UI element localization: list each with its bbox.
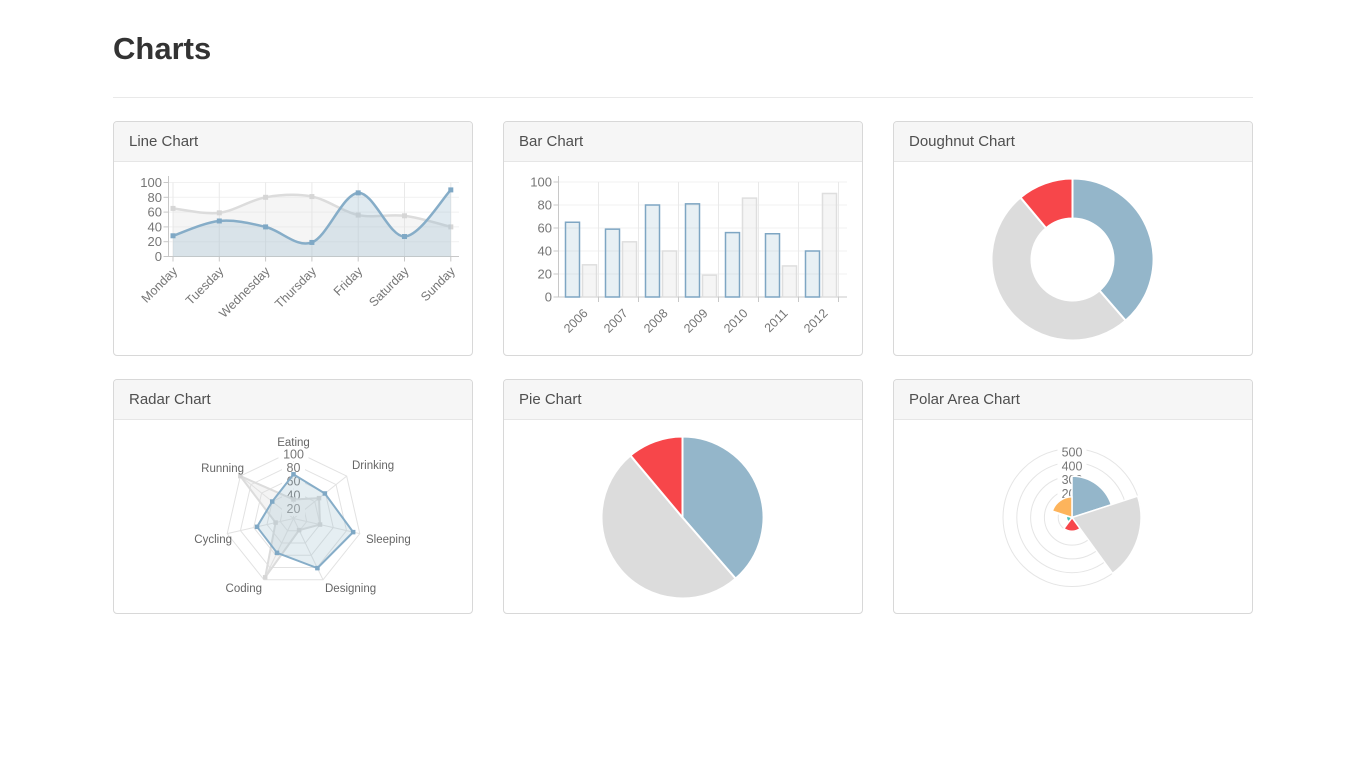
svg-text:Wednesday: Wednesday — [216, 264, 273, 321]
polar-area-chart-canvas: 100200300400500 — [1002, 446, 1142, 587]
svg-text:80: 80 — [148, 190, 162, 205]
svg-text:20: 20 — [148, 234, 162, 249]
panel-body-doughnut — [894, 162, 1252, 355]
panel-doughnut-chart: Doughnut Chart — [893, 121, 1253, 356]
panel-pie-chart: Pie Chart — [503, 379, 863, 614]
svg-text:100: 100 — [283, 448, 304, 462]
svg-text:2012: 2012 — [801, 306, 831, 336]
svg-text:2008: 2008 — [641, 306, 671, 336]
panel-title-radar: Radar Chart — [114, 380, 472, 420]
svg-text:40: 40 — [148, 219, 162, 234]
panel-title-pie: Pie Chart — [504, 380, 862, 420]
svg-text:0: 0 — [155, 249, 162, 264]
pie-chart-canvas — [600, 435, 765, 600]
svg-text:Drinking: Drinking — [352, 460, 394, 472]
svg-text:40: 40 — [538, 244, 552, 259]
svg-text:Cycling: Cycling — [194, 534, 232, 546]
title-divider — [113, 97, 1253, 98]
panel-body-line: 0 20 40 60 80 100 Monday Tuesday Wednesday Thursd… — [114, 162, 472, 355]
svg-text:Sleeping: Sleeping — [366, 534, 411, 546]
svg-text:Eating: Eating — [277, 437, 310, 449]
svg-text:20: 20 — [287, 502, 301, 516]
panel-radar-chart: Radar Chart 20406080100EatingDrinkingSle… — [113, 379, 473, 614]
svg-text:Saturday: Saturday — [366, 264, 412, 310]
panel-polar-chart: Polar Area Chart 100200300400500 — [893, 379, 1253, 614]
svg-text:2011: 2011 — [762, 306, 791, 335]
bar-chart-canvas: 0 20 40 60 80 100 2006 2007 2008 2009 2010 2011 2012 — [530, 175, 847, 336]
svg-text:2010: 2010 — [721, 306, 751, 336]
svg-text:500: 500 — [1062, 446, 1083, 460]
panel-body-pie — [504, 420, 862, 613]
svg-text:2007: 2007 — [601, 306, 631, 336]
panel-line-chart: Line Chart 0 20 40 60 80 100 Monday Tuesday Wedn… — [113, 121, 473, 356]
page-title: Charts — [113, 31, 212, 66]
panel-body-polar: 100200300400500 — [894, 420, 1252, 613]
radar-chart-canvas: 20406080100EatingDrinkingSleepingDesigni… — [194, 437, 411, 595]
svg-text:Monday: Monday — [139, 264, 181, 306]
svg-text:Tuesday: Tuesday — [183, 264, 227, 308]
svg-text:2006: 2006 — [561, 306, 591, 336]
svg-text:Designing: Designing — [325, 583, 376, 595]
svg-text:2009: 2009 — [681, 306, 711, 336]
svg-text:Sunday: Sunday — [418, 264, 458, 304]
panel-title-doughnut: Doughnut Chart — [894, 122, 1252, 162]
svg-text:80: 80 — [538, 198, 552, 213]
svg-text:0: 0 — [545, 290, 552, 305]
svg-text:Running: Running — [201, 463, 244, 475]
svg-text:Thursday: Thursday — [272, 264, 319, 311]
panel-bar-chart: Bar Chart 0 20 40 60 80 100 2006 2007 2008 2009 20… — [503, 121, 863, 356]
svg-text:400: 400 — [1062, 459, 1083, 473]
svg-text:100: 100 — [140, 175, 162, 190]
panel-title-bar: Bar Chart — [504, 122, 862, 162]
svg-text:80: 80 — [287, 461, 301, 475]
svg-text:Coding: Coding — [226, 583, 262, 595]
svg-text:60: 60 — [538, 221, 552, 236]
svg-text:Friday: Friday — [331, 264, 366, 299]
panel-body-radar: 20406080100EatingDrinkingSleepingDesigni… — [114, 420, 472, 613]
svg-text:60: 60 — [148, 205, 162, 220]
charts-grid: Line Chart 0 20 40 60 80 100 Monday Tuesday Wedn… — [113, 121, 1253, 614]
panel-body-bar: 0 20 40 60 80 100 2006 2007 2008 2009 2010 2011 2012 — [504, 162, 862, 355]
svg-text:20: 20 — [538, 267, 552, 282]
doughnut-chart-canvas — [990, 177, 1155, 342]
panel-title-polar: Polar Area Chart — [894, 380, 1252, 420]
panel-title-line: Line Chart — [114, 122, 472, 162]
svg-text:100: 100 — [530, 175, 552, 190]
page-container: Charts Line Chart 0 20 40 60 80 100 Monday Tues… — [113, 0, 1253, 614]
